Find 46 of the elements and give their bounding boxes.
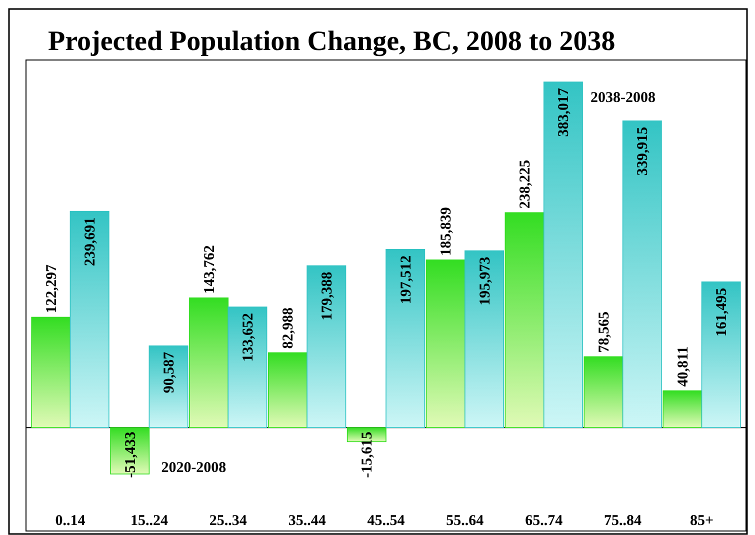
data-label: 179,388 xyxy=(319,272,336,320)
x-tick-label: 75..84 xyxy=(604,513,642,529)
bar xyxy=(584,356,624,428)
bar xyxy=(543,82,583,428)
bar xyxy=(386,248,426,428)
bar xyxy=(464,250,504,428)
x-tick-label: 65..74 xyxy=(525,513,564,529)
bar xyxy=(504,212,544,428)
bar xyxy=(701,281,741,428)
data-label: 239,691 xyxy=(82,217,99,266)
bar xyxy=(662,390,702,428)
data-label: 238,225 xyxy=(518,160,534,209)
series-label: 2020-2008 xyxy=(161,460,226,476)
data-label: -15,615 xyxy=(360,432,376,478)
data-label: 185,839 xyxy=(438,207,455,256)
series-label: 2038-2008 xyxy=(590,90,656,106)
bar xyxy=(148,345,188,428)
bar xyxy=(228,306,268,428)
x-tick-label: 85+ xyxy=(690,513,714,529)
x-tick-label: 45..54 xyxy=(367,513,406,529)
bar xyxy=(426,260,466,428)
chart-title: Projected Population Change, BC, 2008 to 2038 xyxy=(48,26,616,57)
bar xyxy=(70,210,110,428)
bar xyxy=(622,120,662,428)
x-tick-label: 35..44 xyxy=(288,513,326,529)
data-label: 195,973 xyxy=(477,256,494,306)
x-tick-label: 55..64 xyxy=(446,513,484,529)
data-label: 78,565 xyxy=(596,311,612,353)
data-label: 133,652 xyxy=(240,313,256,362)
data-label: 339,915 xyxy=(635,126,652,176)
data-label: 143,762 xyxy=(202,245,218,294)
x-tick-label: 25..34 xyxy=(209,513,248,529)
data-label: 40,811 xyxy=(675,346,692,387)
data-label: 383,017 xyxy=(556,88,572,137)
x-tick-label: 15..24 xyxy=(130,513,168,529)
data-label: 82,988 xyxy=(280,307,297,349)
data-label: 197,512 xyxy=(398,255,414,304)
bar xyxy=(31,316,71,428)
data-label: 122,297 xyxy=(44,264,60,314)
bar xyxy=(189,297,229,428)
bar xyxy=(268,352,308,428)
x-tick-label: 0..14 xyxy=(55,513,86,529)
data-label: 161,495 xyxy=(714,288,730,337)
data-label: 90,587 xyxy=(162,351,178,394)
bar xyxy=(306,265,346,428)
data-label: -51,433 xyxy=(122,432,139,478)
